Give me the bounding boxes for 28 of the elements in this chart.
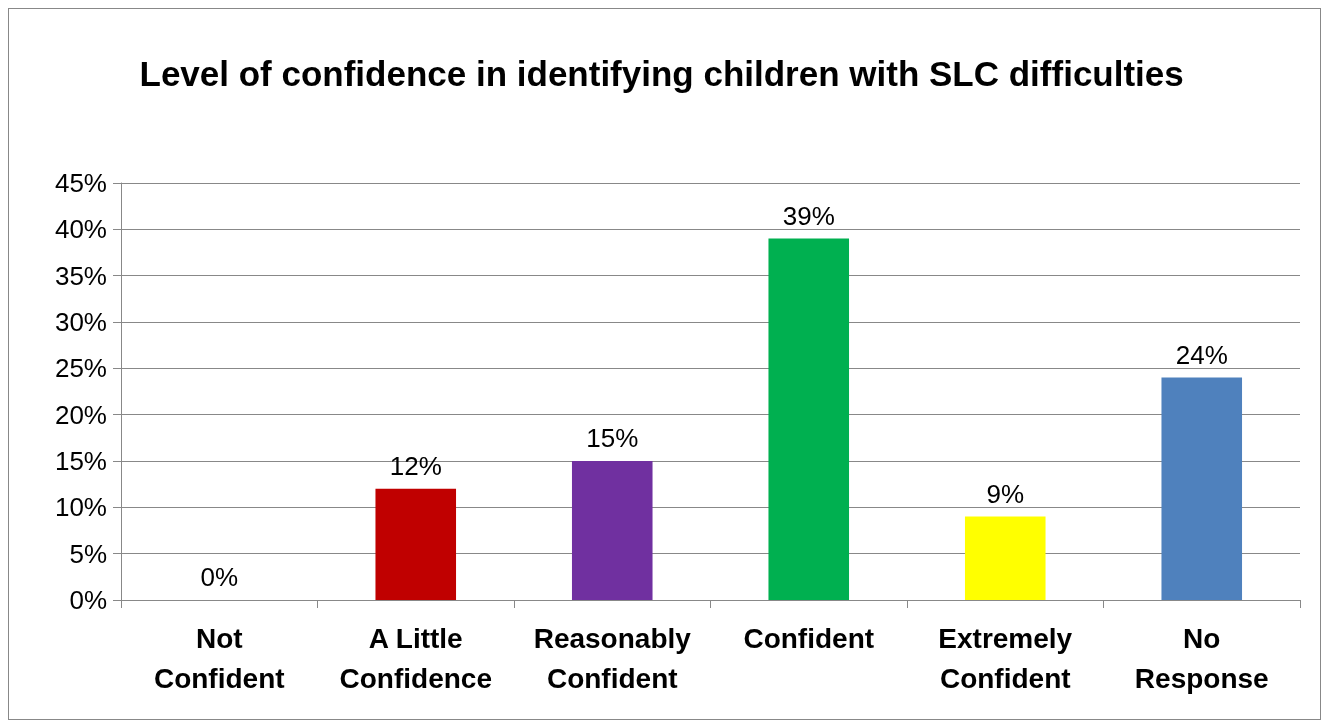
y-tick-label: 45% [54,168,107,198]
data-label: 9% [986,478,1025,509]
y-tick-label: 5% [69,538,107,569]
y-tick-label: 25% [54,353,107,384]
x-tick-label: A Little Confidence [339,622,492,694]
bar [1161,377,1243,600]
chart-title: Level of confidence in identifying children with SLC difficulties [139,53,1184,93]
data-label: 15% [586,423,639,453]
x-tick-label: Reasonably Confident [533,622,692,694]
y-tick-label: 0% [69,585,107,615]
y-tick-label: 40% [54,214,107,245]
x-tick-label: Confident [743,622,875,654]
y-tick-label: 35% [54,260,107,291]
bar [375,488,457,600]
data-label: 24% [1175,339,1228,370]
y-tick-label: 30% [54,307,107,337]
y-tick-label: 15% [54,446,107,476]
x-tick-label: Extremely Confident [938,622,1073,694]
data-label: 39% [782,200,835,231]
y-tick-label: 10% [54,492,107,523]
y-tick-label: 20% [54,399,107,430]
bar [571,461,653,600]
bar [964,516,1046,600]
data-label: 0% [200,562,239,592]
x-tick-label: No Response [1134,622,1269,694]
bar [768,238,850,600]
data-label: 12% [389,450,442,481]
x-tick-label: Not Confident [153,622,285,694]
